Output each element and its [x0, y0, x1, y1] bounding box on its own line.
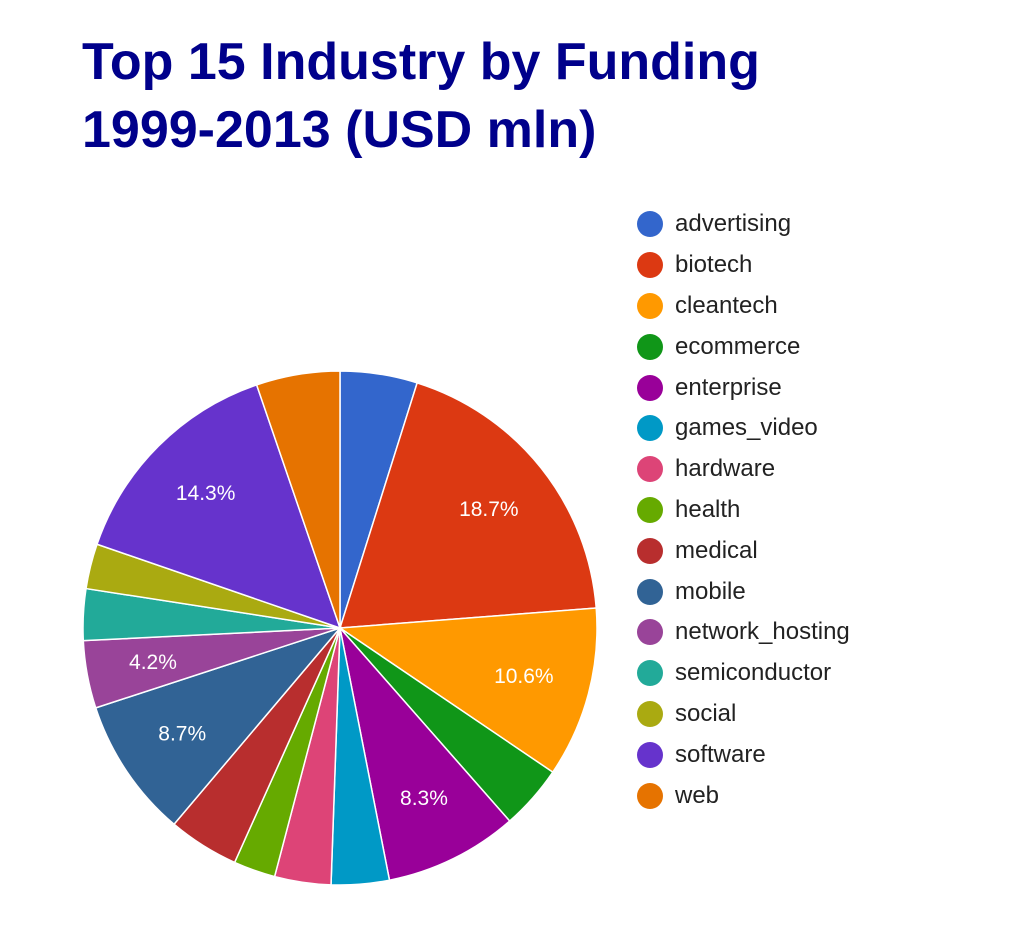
slice-label-biotech: 18.7% [459, 498, 519, 521]
legend-item-hardware[interactable]: hardware [637, 449, 850, 490]
legend-item-ecommerce[interactable]: ecommerce [637, 326, 850, 367]
slice-label-software: 14.3% [176, 482, 236, 505]
legend-swatch [637, 782, 663, 809]
legend-label: mobile [675, 577, 746, 605]
legend-swatch [637, 333, 663, 360]
legend-swatch [637, 660, 663, 687]
legend-swatch [637, 496, 663, 523]
legend-item-cleantech[interactable]: cleantech [637, 286, 850, 327]
legend-swatch [637, 252, 663, 279]
legend-swatch [637, 456, 663, 483]
legend-swatch [637, 537, 663, 564]
slice-label-cleantech: 10.6% [494, 665, 554, 688]
legend-swatch [637, 211, 663, 238]
legend-swatch [637, 374, 663, 401]
pie-slice-cleantech[interactable] [337, 607, 598, 774]
legend-label: medical [675, 536, 758, 564]
legend-item-software[interactable]: software [637, 734, 850, 775]
legend-label: social [675, 699, 737, 727]
legend-item-mobile[interactable]: mobile [637, 571, 850, 612]
legend-label: software [675, 740, 766, 768]
legend-item-medical[interactable]: medical [637, 530, 850, 571]
legend-item-semiconductor[interactable]: semiconductor [637, 653, 850, 694]
slice-label-mobile: 8.7% [158, 723, 206, 746]
slice-label-network-hosting: 4.2% [129, 651, 177, 674]
pie-slice-mobile[interactable] [94, 626, 343, 826]
legend-swatch [637, 415, 663, 442]
legend-label: semiconductor [675, 659, 832, 687]
legend-item-web[interactable]: web [637, 775, 850, 816]
pie-slice-biotech[interactable] [338, 381, 598, 629]
legend-item-enterprise[interactable]: enterprise [637, 367, 850, 408]
legend-label: cleantech [675, 291, 778, 319]
legend-swatch [637, 700, 663, 727]
legend-swatch [637, 578, 663, 605]
legend-swatch [637, 741, 663, 768]
legend-label: web [675, 781, 720, 809]
legend-item-biotech[interactable]: biotech [637, 245, 850, 286]
chart-title-line-2: 1999-2013 (USD mln) [82, 101, 597, 159]
legend-item-health[interactable]: health [637, 490, 850, 531]
legend-item-advertising[interactable]: advertising [637, 204, 850, 245]
legend-label: enterprise [675, 373, 782, 401]
legend-swatch [637, 619, 663, 646]
legend-swatch [637, 292, 663, 319]
pie-slice-software[interactable] [96, 383, 342, 630]
legend-item-network-hosting[interactable]: network_hosting [637, 612, 850, 653]
chart-title-line-1: Top 15 Industry by Funding [82, 33, 760, 91]
legend-item-games-video[interactable]: games_video [637, 408, 850, 449]
pie-slice-enterprise[interactable] [338, 625, 511, 882]
chart-legend: advertising biotech cleantech ecommerce ente… [637, 204, 850, 816]
chart-title: Top 15 Industry by Funding 1999-2013 (US… [82, 28, 982, 164]
legend-label: games_video [675, 414, 818, 442]
legend-label: ecommerce [675, 332, 801, 360]
legend-label: biotech [675, 251, 753, 279]
legend-label: advertising [675, 210, 792, 238]
legend-label: health [675, 495, 741, 523]
legend-label: hardware [675, 455, 776, 483]
legend-item-social[interactable]: social [637, 694, 850, 735]
slice-label-enterprise: 8.3% [400, 787, 448, 810]
legend-label: network_hosting [675, 618, 850, 646]
pie-slice-web[interactable] [255, 370, 341, 629]
